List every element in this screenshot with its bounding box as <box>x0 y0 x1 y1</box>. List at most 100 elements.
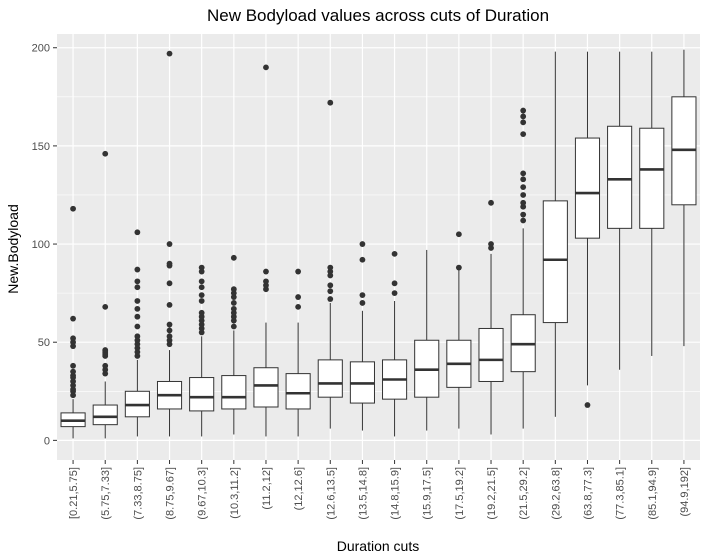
x-tick-label: (13.5,14.8] <box>357 467 369 520</box>
outlier-point <box>263 278 269 285</box>
outlier-point <box>488 199 494 206</box>
outlier-point <box>295 268 302 275</box>
outlier-point <box>520 176 527 183</box>
outlier-point <box>134 323 141 330</box>
outlier-point <box>584 402 591 408</box>
x-tick-label: (15.9,17.5] <box>422 467 434 520</box>
box-13 <box>446 231 472 429</box>
box-11 <box>382 250 408 437</box>
outlier-point <box>230 300 237 306</box>
outlier-point <box>102 303 109 310</box>
x-tick-label: (12,12.6] <box>293 467 305 510</box>
iqr-box <box>317 359 343 398</box>
x-tick-label: (8.75,9.67] <box>165 467 177 520</box>
y-tick-label: 50 <box>38 337 50 349</box>
x-axis: [0.21,5.75] (5.75,7.33] (7.33,8.75] (8.75,9… <box>68 460 691 520</box>
outlier-point <box>263 64 269 71</box>
outlier-point <box>359 300 366 306</box>
box-9 <box>317 99 343 429</box>
box-15 <box>510 107 536 429</box>
iqr-box <box>574 137 601 239</box>
iqr-box <box>221 375 247 410</box>
outlier-point <box>198 309 205 316</box>
outlier-point <box>295 303 302 310</box>
outlier-point <box>520 170 527 177</box>
outlier-point <box>70 335 76 342</box>
outlier-point <box>166 50 173 57</box>
box-20 <box>671 49 697 347</box>
x-tick-label: (29.2,63.8] <box>550 467 562 520</box>
iqr-box <box>253 367 279 408</box>
outlier-point <box>70 315 76 322</box>
x-tick-label: (17.5,19.2] <box>454 467 466 520</box>
outlier-point <box>134 266 141 273</box>
outlier-point <box>198 298 205 304</box>
iqr-box <box>189 377 215 412</box>
outlier-point <box>520 184 527 191</box>
outlier-point <box>166 333 173 340</box>
box-14 <box>478 199 504 435</box>
outlier-point <box>327 288 334 295</box>
outlier-point <box>134 305 141 312</box>
outlier-point <box>455 231 462 238</box>
outlier-point <box>520 107 527 114</box>
outlier-point <box>134 284 141 291</box>
x-tick-label: (77.3,85.1] <box>615 467 627 520</box>
box-3 <box>124 229 150 437</box>
y-axis-title: New.Bodyload <box>5 204 21 294</box>
outlier-point <box>520 119 527 126</box>
box-2 <box>92 150 118 439</box>
outlier-point <box>166 260 173 267</box>
iqr-box <box>285 373 311 410</box>
outlier-point <box>327 296 334 302</box>
iqr-box <box>542 200 568 324</box>
outlier-point <box>102 347 109 353</box>
x-tick-label: (11.2,12] <box>261 467 273 510</box>
x-axis-title: Duration cuts <box>337 538 419 554</box>
x-tick-label: (12.6,13.5] <box>325 467 337 520</box>
x-tick-label: (5.75,7.33] <box>100 467 112 520</box>
outlier-point <box>102 150 109 157</box>
outlier-point <box>198 264 205 271</box>
box-7 <box>253 64 279 437</box>
x-tick-label: (94.9,192] <box>679 467 691 517</box>
box-layer <box>60 49 697 439</box>
outlier-point <box>166 327 173 334</box>
outlier-point <box>391 280 398 287</box>
chart-title: New Bodyload values across cuts of Durat… <box>207 6 549 25</box>
outlier-point <box>198 278 205 285</box>
x-tick-label: (10.3,11.2] <box>229 467 241 519</box>
outlier-point <box>520 217 527 224</box>
outlier-point <box>166 302 173 308</box>
x-tick-label: (14.8,15.9] <box>390 467 402 520</box>
outlier-point <box>134 333 141 340</box>
y-tick-label: 200 <box>32 43 50 55</box>
outlier-point <box>70 362 76 369</box>
iqr-box <box>478 327 504 382</box>
outlier-point <box>70 205 76 212</box>
x-tick-label: (7.33,8.75] <box>132 467 144 520</box>
y-axis: 0 50 100 150 200 <box>32 43 57 447</box>
outlier-point <box>391 250 398 257</box>
outlier-point <box>327 99 334 106</box>
outlier-point <box>295 294 302 300</box>
outlier-point <box>134 298 141 304</box>
box-16 <box>542 51 568 417</box>
iqr-box <box>607 125 633 229</box>
x-tick-label: (9.67,10.3] <box>197 467 209 520</box>
outlier-point <box>134 278 141 285</box>
x-tick-label: (21.5,29.2] <box>518 467 530 520</box>
outlier-point <box>166 280 173 287</box>
outlier-point <box>230 323 237 330</box>
outlier-point <box>166 321 173 328</box>
outlier-point <box>359 241 366 247</box>
x-tick-label: (19.2,21.5] <box>486 467 498 520</box>
x-tick-label: (85.1,94.9] <box>647 467 659 520</box>
outlier-point <box>134 229 141 236</box>
outlier-point <box>70 368 76 375</box>
y-tick-label: 150 <box>32 141 50 153</box>
outlier-point <box>198 284 205 291</box>
outlier-point <box>230 286 237 293</box>
y-tick-label: 100 <box>32 239 50 251</box>
iqr-box <box>92 404 118 426</box>
